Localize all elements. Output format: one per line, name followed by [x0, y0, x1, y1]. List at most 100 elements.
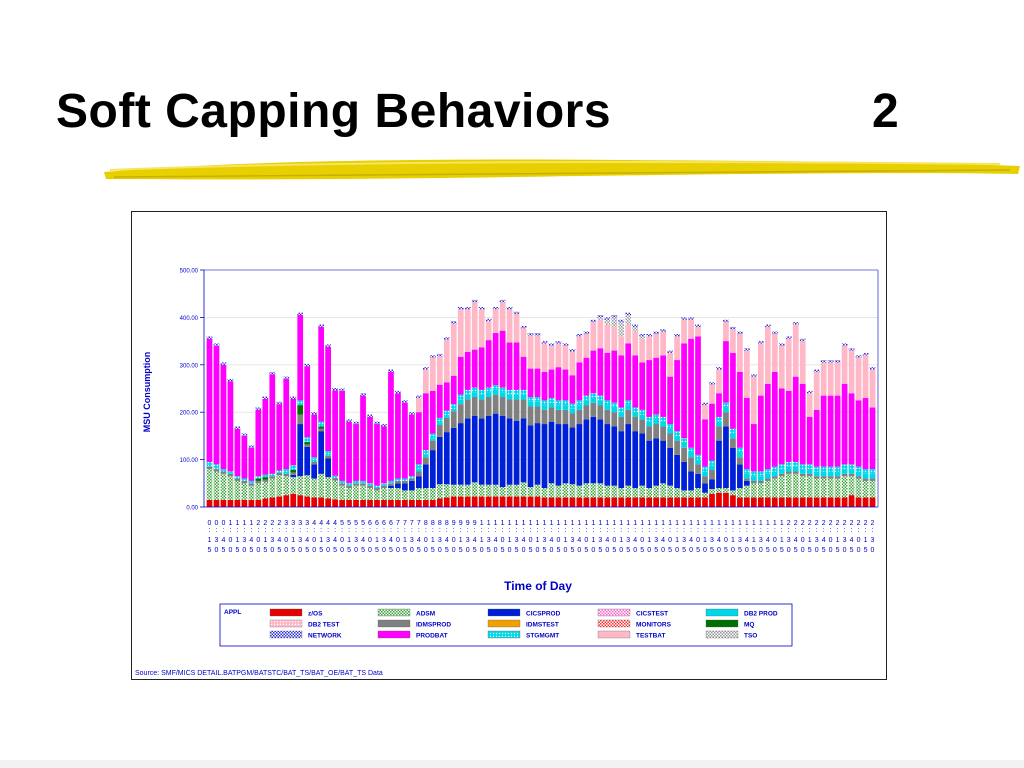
- bar-segment-testbat: [848, 350, 855, 394]
- x-tick-char: 3: [466, 537, 470, 544]
- x-tick-char: 5: [361, 547, 365, 554]
- bar-segment-z-os: [360, 499, 366, 507]
- x-tick-char: 3: [570, 537, 574, 544]
- bar-segment-idmsprod: [220, 471, 227, 474]
- bar-segment-idmsprod: [381, 485, 387, 489]
- x-tick-char: 5: [235, 547, 239, 554]
- bar-segment-testbat: [632, 331, 639, 356]
- bar-segment-network: [311, 412, 318, 415]
- bar-segment-mq: [297, 405, 304, 415]
- x-tick-char: :: [802, 527, 804, 534]
- bar-segment-prodbat: [304, 366, 311, 438]
- x-tick-char: 0: [536, 547, 540, 554]
- x-tick-char: :: [690, 527, 692, 534]
- bar-segment-z-os: [513, 496, 520, 507]
- bar-segment-prodbat: [457, 356, 464, 395]
- x-tick-char: 1: [208, 537, 212, 544]
- source-note: Source: SMF/MICS DETAIL.BATPGM/BATSTC/BA…: [135, 670, 383, 677]
- bar-segment-stgmgmt: [764, 469, 771, 474]
- bar-segment-stgmgmt: [374, 485, 380, 489]
- bar-segment-testbat: [674, 336, 680, 361]
- bar-segment-idmsprod: [206, 466, 213, 470]
- bar-segment-mq: [318, 426, 325, 429]
- x-tick-char: 0: [731, 547, 735, 554]
- bar-segment-testbat: [869, 369, 876, 408]
- x-tick-char: 4: [326, 520, 330, 527]
- x-tick-char: :: [613, 527, 615, 534]
- bar-segment-adsm: [862, 480, 869, 498]
- bar-segment-network: [227, 379, 234, 382]
- y-tick-label: 0.00: [186, 506, 198, 512]
- bar-segment-stgmgmt: [436, 417, 443, 423]
- x-tick-char: :: [439, 527, 441, 534]
- bar-segment-cicsprod: [667, 447, 673, 486]
- legend-swatch: [269, 608, 303, 617]
- bar-segment-testbat: [778, 345, 785, 389]
- bar-segment-z-os: [443, 497, 450, 507]
- x-tick-char: 0: [717, 547, 721, 554]
- x-tick-char: 2: [256, 520, 260, 527]
- bar-segment-idmsprod: [813, 476, 820, 479]
- x-tick-char: 5: [780, 547, 784, 554]
- bar-segment-network: [716, 367, 722, 370]
- bar-segment-prodbat: [862, 397, 869, 470]
- bar-segment-idmsprod: [751, 480, 757, 484]
- x-tick-char: 1: [626, 520, 630, 527]
- bar-segment-db2-prod: [506, 394, 513, 400]
- bar-segment-idmsprod: [541, 409, 548, 425]
- bar-segment-stgmgmt: [716, 416, 722, 422]
- bar-segment-idmsprod: [478, 399, 485, 419]
- bar-segment-stgmgmt: [241, 478, 248, 481]
- x-tick-char: 3: [682, 537, 686, 544]
- x-tick-char: 5: [473, 547, 477, 554]
- bar-segment-adsm: [597, 483, 604, 498]
- bar-segment-z-os: [751, 497, 757, 507]
- legend-label: PRODBAT: [416, 633, 448, 640]
- bar-segment-network: [862, 352, 869, 356]
- bar-segment-prodbat: [611, 350, 618, 403]
- bar-segment-cicsprod: [625, 424, 632, 486]
- bar-segment-adsm: [318, 473, 325, 498]
- x-tick-char: 5: [808, 547, 812, 554]
- bar-segment-adsm: [806, 476, 813, 498]
- x-tick-char: 0: [438, 547, 442, 554]
- bar-segment-network: [820, 360, 827, 363]
- x-tick-char: :: [704, 527, 706, 534]
- bar-segment-network: [681, 317, 687, 320]
- bar-segment-z-os: [848, 495, 855, 507]
- x-tick-char: :: [606, 527, 608, 534]
- bar-segment-adsm: [555, 485, 562, 498]
- bar-segment-adsm: [834, 478, 841, 498]
- bar-segment-stgmgmt: [311, 457, 318, 462]
- x-tick-char: 4: [277, 537, 281, 544]
- bar-segment-stgmgmt: [569, 403, 576, 409]
- bar-segment-network: [255, 407, 262, 410]
- x-tick-char: 1: [543, 520, 547, 527]
- x-tick-char: :: [823, 527, 825, 534]
- x-tick-char: 0: [612, 537, 616, 544]
- bar-segment-prodbat: [778, 388, 785, 465]
- bar-segment-idmsprod: [283, 473, 290, 477]
- x-tick-char: 5: [347, 547, 351, 554]
- bar-segment-network: [778, 343, 785, 346]
- x-tick-char: 0: [368, 547, 372, 554]
- bar-segment-prodbat: [248, 447, 255, 481]
- bar-segment-stgmgmt: [730, 428, 736, 434]
- x-tick-char: 0: [501, 537, 505, 544]
- bar-segment-z-os: [576, 497, 583, 507]
- legend-swatch: [705, 630, 739, 639]
- bar-segment-z-os: [639, 497, 646, 507]
- x-tick-char: 2: [836, 520, 840, 527]
- bar-segment-prodbat: [646, 360, 653, 417]
- x-tick-char: :: [732, 527, 734, 534]
- bar-segment-mq: [290, 470, 297, 473]
- bar-segment-adsm: [576, 485, 583, 498]
- bar-segment-stgmgmt: [381, 483, 387, 486]
- x-tick-char: 3: [410, 537, 414, 544]
- x-tick-char: 1: [773, 520, 777, 527]
- bar-segment-z-os: [744, 497, 750, 507]
- bar-segment-adsm: [723, 488, 729, 493]
- bar-segment-z-os: [506, 496, 513, 507]
- bar-segment-testbat: [506, 309, 513, 343]
- x-tick-char: 2: [822, 520, 826, 527]
